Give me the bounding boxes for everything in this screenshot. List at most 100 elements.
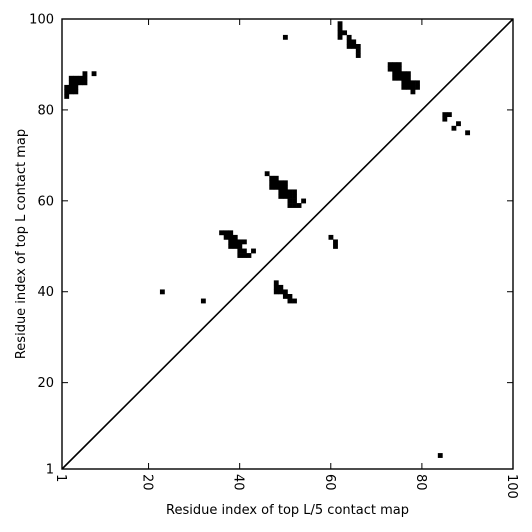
y-tick-label: 100 <box>29 13 54 28</box>
contact-cell <box>68 80 74 86</box>
contact-cell <box>442 116 448 122</box>
contact-cell <box>328 234 334 240</box>
contact-cell <box>287 294 293 299</box>
contact-cell <box>64 94 70 99</box>
contact-cell <box>333 244 338 249</box>
contact-cell <box>68 84 74 90</box>
contact-cell <box>355 53 361 58</box>
contact-cell <box>200 298 206 304</box>
contact-cell <box>405 71 411 77</box>
contact-cell <box>387 62 393 68</box>
x-tick-label: 100 <box>504 474 519 499</box>
contact-cell <box>282 194 288 199</box>
contact-cell <box>223 234 229 240</box>
y-tick-label: 60 <box>37 194 54 209</box>
contact-cell <box>292 203 297 208</box>
contact-cell <box>437 453 443 458</box>
contact-cell <box>282 289 288 295</box>
contact-cell <box>228 244 234 249</box>
axis-ticks <box>61 18 514 470</box>
y-tick-label: 40 <box>37 285 54 300</box>
contact-cell <box>237 248 243 254</box>
contact-cell <box>446 112 452 118</box>
contact-cell <box>301 198 307 204</box>
contact-cell <box>405 84 411 90</box>
contact-cell <box>346 34 352 40</box>
contact-cell <box>264 171 270 177</box>
contact-cell <box>337 34 343 40</box>
x-tick-label: 1 <box>53 474 68 482</box>
contact-cell <box>351 44 357 49</box>
contact-cell <box>396 62 402 68</box>
x-axis-label: Residue index of top L/5 contact map <box>166 503 409 518</box>
contact-cell <box>282 34 288 40</box>
contact-cell <box>396 71 402 77</box>
contact-cell <box>401 80 407 86</box>
contact-cell <box>278 284 284 290</box>
contact-cell <box>342 30 348 36</box>
contact-cell <box>410 89 416 95</box>
contact-cell <box>465 130 471 136</box>
contact-cell <box>401 71 407 77</box>
contact-cell <box>241 239 247 245</box>
contact-cell <box>269 184 275 190</box>
contact-cell <box>396 75 402 81</box>
contact-cell <box>278 184 284 190</box>
contact-cell <box>292 189 297 195</box>
contact-cell <box>333 239 338 245</box>
x-tick-label: 60 <box>322 474 337 491</box>
contact-cell <box>282 184 288 190</box>
contact-cell <box>159 289 165 295</box>
contact-cell <box>337 30 343 36</box>
contact-cell <box>410 84 416 90</box>
contact-cell <box>228 234 234 240</box>
contact-cell <box>73 89 79 95</box>
contact-cell <box>278 180 284 186</box>
contact-cell <box>77 80 83 86</box>
contact-cell <box>451 125 457 131</box>
contact-cell <box>292 298 297 304</box>
contact-cell <box>405 80 411 86</box>
contact-cell <box>392 75 398 81</box>
contact-cell <box>82 75 88 81</box>
contact-cell <box>282 189 288 195</box>
contact-cell <box>287 203 293 208</box>
contact-cell <box>442 112 448 118</box>
contact-cell <box>456 121 461 127</box>
contact-cell <box>228 230 234 236</box>
contact-cell <box>278 289 284 295</box>
x-tick-label: 40 <box>231 474 246 491</box>
contact-cell <box>346 39 352 45</box>
contact-cell <box>82 71 88 77</box>
y-axis-label: Residue index of top L contact map <box>14 129 29 359</box>
contact-cell <box>273 184 279 190</box>
contact-cell <box>73 84 79 90</box>
contact-cell <box>351 39 357 45</box>
contact-cell <box>282 294 288 299</box>
contact-cell <box>232 234 238 240</box>
contact-cell <box>396 66 402 72</box>
x-tick-labels: 1 20 40 60 80 100 <box>53 474 519 499</box>
y-tick-label: 80 <box>37 103 54 118</box>
contact-cell <box>401 84 407 90</box>
y-tick-labels: 1 20 40 60 80 100 <box>29 13 54 478</box>
contact-cell <box>82 80 88 86</box>
contact-cell <box>355 48 361 54</box>
y-tick-label: 20 <box>37 376 54 391</box>
y-tick-label: 1 <box>46 463 54 478</box>
contact-cell <box>287 189 293 195</box>
contact-cell <box>355 44 361 49</box>
contact-cell <box>415 80 420 86</box>
contact-cells <box>64 21 471 458</box>
contact-cell <box>387 66 393 72</box>
contact-cell <box>219 230 225 236</box>
contact-cell <box>415 84 420 90</box>
contact-cell <box>64 84 70 90</box>
contact-cell <box>269 175 275 181</box>
contact-cell <box>68 89 74 95</box>
contact-cell <box>77 75 83 81</box>
contact-cell <box>282 180 288 186</box>
contact-cell <box>287 298 293 304</box>
contact-cell <box>392 66 398 72</box>
